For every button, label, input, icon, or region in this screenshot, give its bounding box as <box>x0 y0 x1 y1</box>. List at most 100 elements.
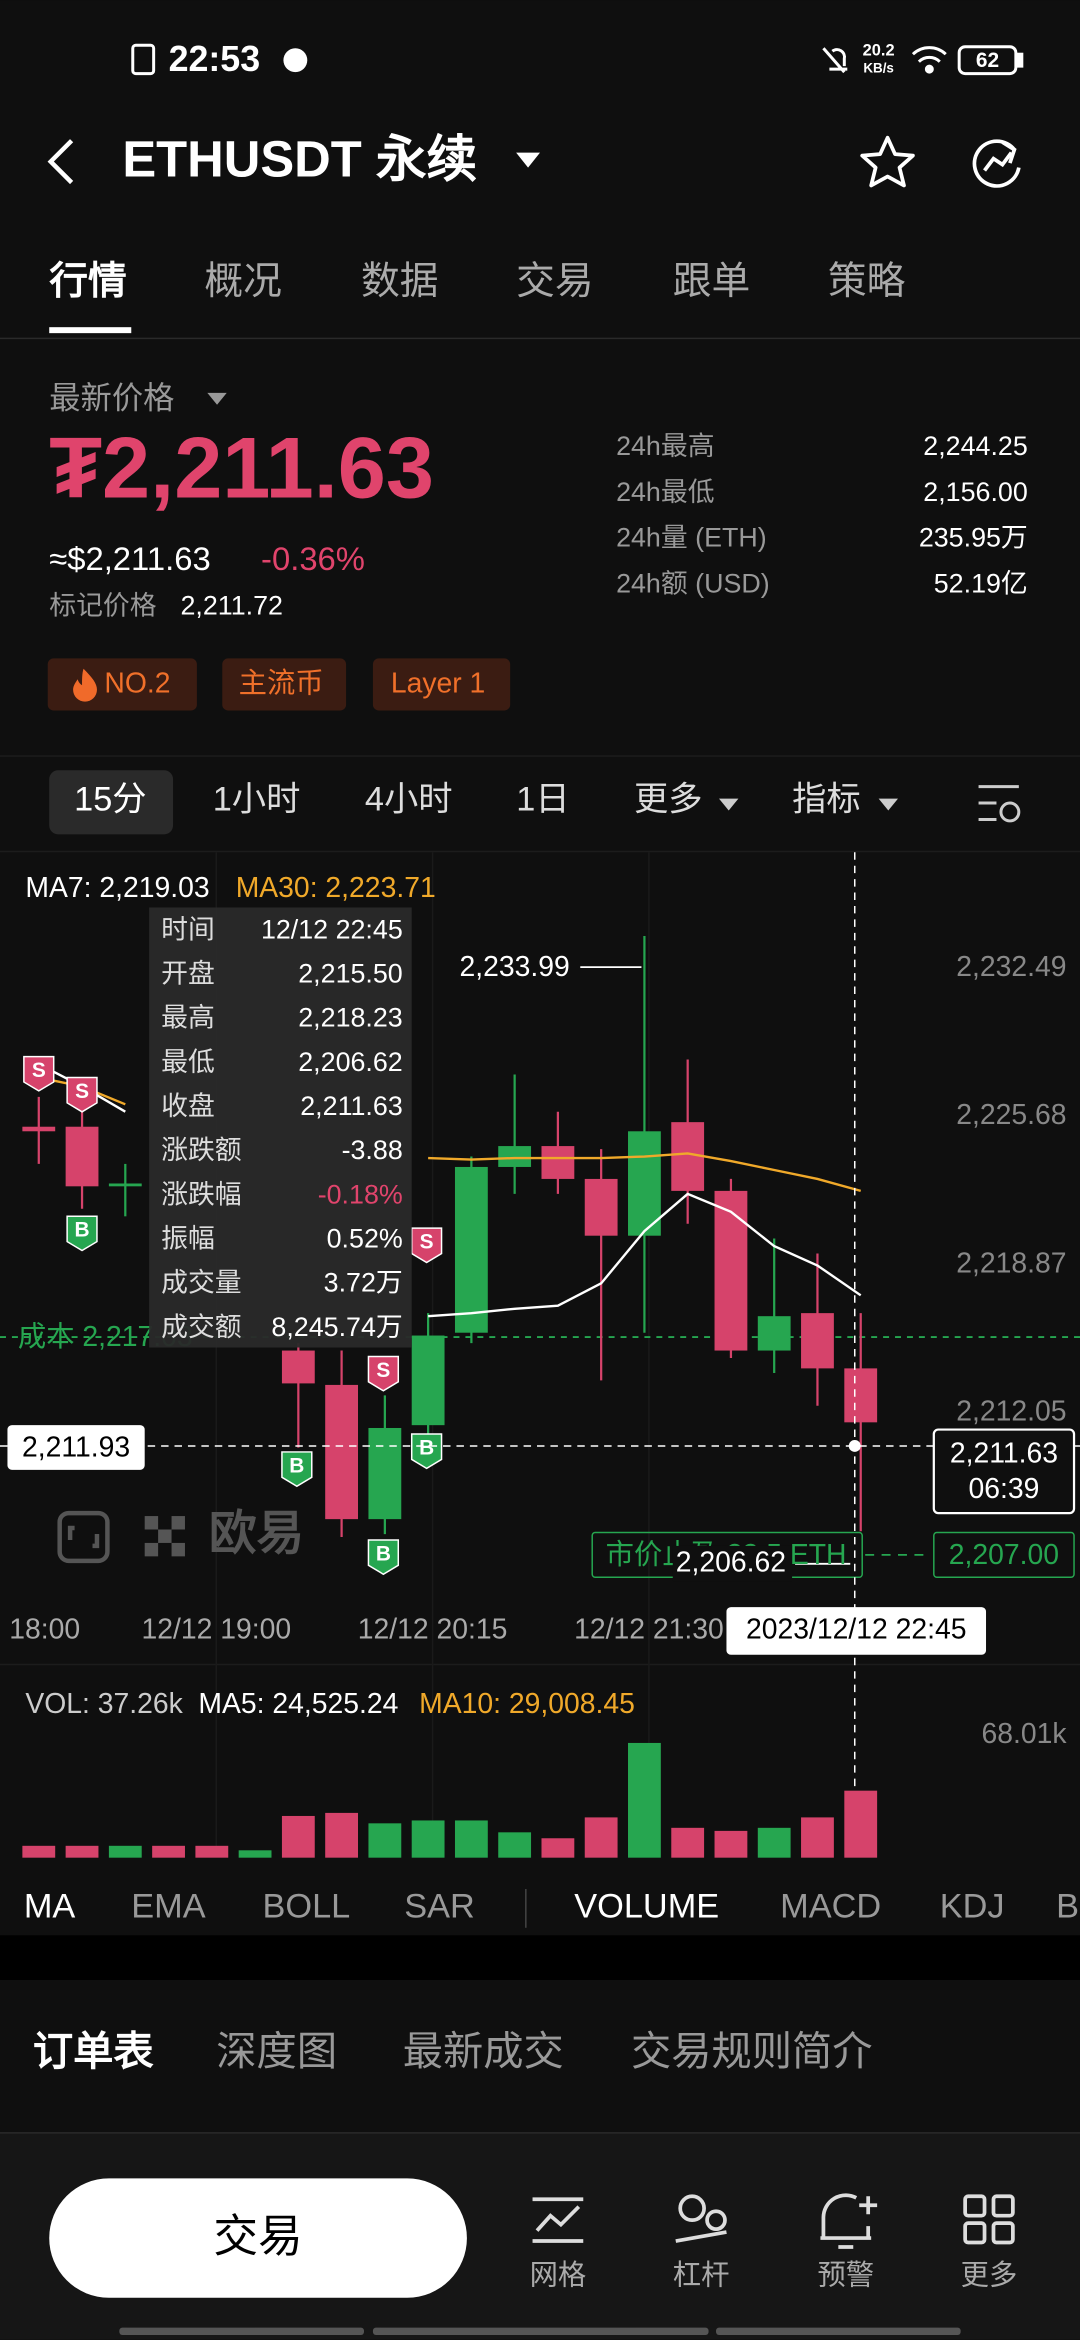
tooltip-label: 开盘 <box>161 959 215 989</box>
tab[interactable]: 策略 <box>828 260 906 303</box>
mark-price-label: 标记价格 <box>49 591 157 621</box>
dropdown-arrow[interactable] <box>207 392 227 405</box>
trade-marker <box>410 1433 443 1470</box>
tab[interactable]: 行情 <box>49 260 127 303</box>
volume-bar <box>714 1830 748 1858</box>
time-axis-label: 18:00 <box>9 1613 80 1645</box>
favorite-button[interactable] <box>860 135 915 188</box>
chart-settings[interactable] <box>978 785 1021 823</box>
interval-option[interactable]: 1小时 <box>213 781 301 819</box>
interval-option[interactable]: 1日 <box>516 781 569 819</box>
volume-axis-label: 68.01k <box>982 1718 1068 1750</box>
trade-button[interactable] <box>49 2178 467 2298</box>
candle-body <box>22 1126 56 1132</box>
interval-option[interactable]: 4小时 <box>365 781 453 819</box>
tooltip-label: 收盘 <box>161 1091 215 1121</box>
volume-bar <box>628 1742 661 1858</box>
status-icons <box>131 43 1024 76</box>
volume-bar <box>757 1827 791 1858</box>
price-axis-label: 2,225.68 <box>956 1099 1066 1131</box>
nav-item[interactable]: 预警 <box>817 2259 874 2291</box>
tag <box>372 658 511 711</box>
order-tab[interactable]: 交易规则简介 <box>631 2029 873 2074</box>
price-axis-label: 2,232.49 <box>956 951 1066 983</box>
tag-label: Layer 1 <box>391 668 486 700</box>
mark-price: 2,211.72 <box>180 591 283 621</box>
nav-item[interactable]: 杠杆 <box>673 2259 730 2291</box>
countdown: 06:39 <box>968 1473 1039 1505</box>
order-tab[interactable]: 深度图 <box>216 2029 337 2074</box>
indicator-option[interactable]: MACD <box>780 1887 881 1925</box>
tab[interactable]: 跟单 <box>673 260 751 303</box>
order-tab[interactable]: 最新成交 <box>403 2029 564 2074</box>
volume-bar <box>238 1850 272 1858</box>
home-indicator <box>119 2327 961 2336</box>
crosshair-time-box <box>726 1607 987 1655</box>
interval-option[interactable]: 指标 <box>792 781 861 819</box>
candle-body <box>498 1146 532 1167</box>
volume-bar <box>325 1812 359 1858</box>
last-price: ₮2,211.63 <box>49 421 434 517</box>
indicator-option[interactable]: MA <box>24 1887 76 1925</box>
volume-bar <box>108 1845 142 1858</box>
order-price-box <box>933 1531 1075 1578</box>
candle-body <box>281 1350 315 1384</box>
nav-item[interactable]: 网格 <box>530 2259 587 2291</box>
volume-bar <box>281 1815 315 1858</box>
indicator-option[interactable]: BOLL <box>263 1887 351 1925</box>
net-unit: KB/s <box>863 61 894 76</box>
indicator-option[interactable]: SAR <box>404 1887 475 1925</box>
candle-body <box>368 1427 402 1520</box>
tooltip-label: 涨跌幅 <box>161 1179 242 1209</box>
volume-bar <box>801 1817 834 1858</box>
stat-value: 52.19亿 <box>934 568 1028 598</box>
vol-legend: VOL: 37.26k <box>25 1688 183 1720</box>
nav-item[interactable]: 更多 <box>961 2259 1018 2291</box>
order-price: 2,207.00 <box>949 1539 1059 1571</box>
indicator-option[interactable]: KDJ <box>940 1887 1005 1925</box>
crosshair-dot <box>848 1440 861 1452</box>
share-button[interactable] <box>972 139 1021 188</box>
tab[interactable]: 交易 <box>516 260 594 303</box>
last-price-box <box>932 1428 1076 1515</box>
usd-price: ≈$2,211.63 <box>49 540 210 577</box>
tooltip-value: 2,206.62 <box>298 1047 402 1077</box>
dropdown-arrow[interactable] <box>516 152 540 168</box>
price-label: 最新价格 <box>49 381 174 416</box>
trade-marker-label: S <box>376 1359 390 1382</box>
interval-selected <box>49 770 174 835</box>
volume-bar <box>498 1832 532 1858</box>
dropdown-arrow[interactable] <box>719 798 739 811</box>
divider <box>525 1889 527 1928</box>
price-axis-label: 2,218.87 <box>956 1247 1066 1279</box>
tab[interactable]: 概况 <box>204 260 282 303</box>
tooltip-label: 最高 <box>161 1003 215 1033</box>
interval-option[interactable]: 更多 <box>634 781 703 819</box>
indicator-option[interactable]: B <box>1056 1887 1079 1925</box>
indicator-option[interactable]: VOLUME <box>574 1887 719 1925</box>
back-button[interactable] <box>47 139 74 185</box>
dropdown-arrow[interactable] <box>878 798 899 811</box>
indicator-option[interactable]: EMA <box>131 1887 205 1925</box>
stat-label: 24h最低 <box>616 477 714 507</box>
crosshair-price: 2,211.93 <box>22 1431 130 1463</box>
tab[interactable]: 数据 <box>361 260 439 303</box>
nav-icons <box>532 2193 1015 2249</box>
trade-marker-label: B <box>419 1436 434 1459</box>
trade-marker-label: S <box>75 1080 89 1103</box>
tag <box>222 658 347 711</box>
tab-indicator <box>49 327 132 334</box>
time-axis-label: 12/12 21:30 <box>574 1613 724 1645</box>
trade-marker-label: B <box>289 1454 304 1477</box>
stat-label: 24h量 (ETH) <box>616 523 767 553</box>
candle-body <box>757 1316 791 1351</box>
last-price-tag: 2,211.63 <box>950 1437 1058 1469</box>
order-tab[interactable]: 订单表 <box>33 2029 155 2074</box>
tooltip-label: 成交量 <box>161 1268 242 1298</box>
time-axis-label: 12/12 20:15 <box>358 1613 508 1645</box>
divider <box>0 2132 1080 2134</box>
interval-option[interactable]: 15分 <box>74 781 146 819</box>
volume-bar <box>584 1817 618 1858</box>
crosshair-price-box <box>7 1425 145 1470</box>
tooltip-value: -3.88 <box>342 1135 403 1165</box>
